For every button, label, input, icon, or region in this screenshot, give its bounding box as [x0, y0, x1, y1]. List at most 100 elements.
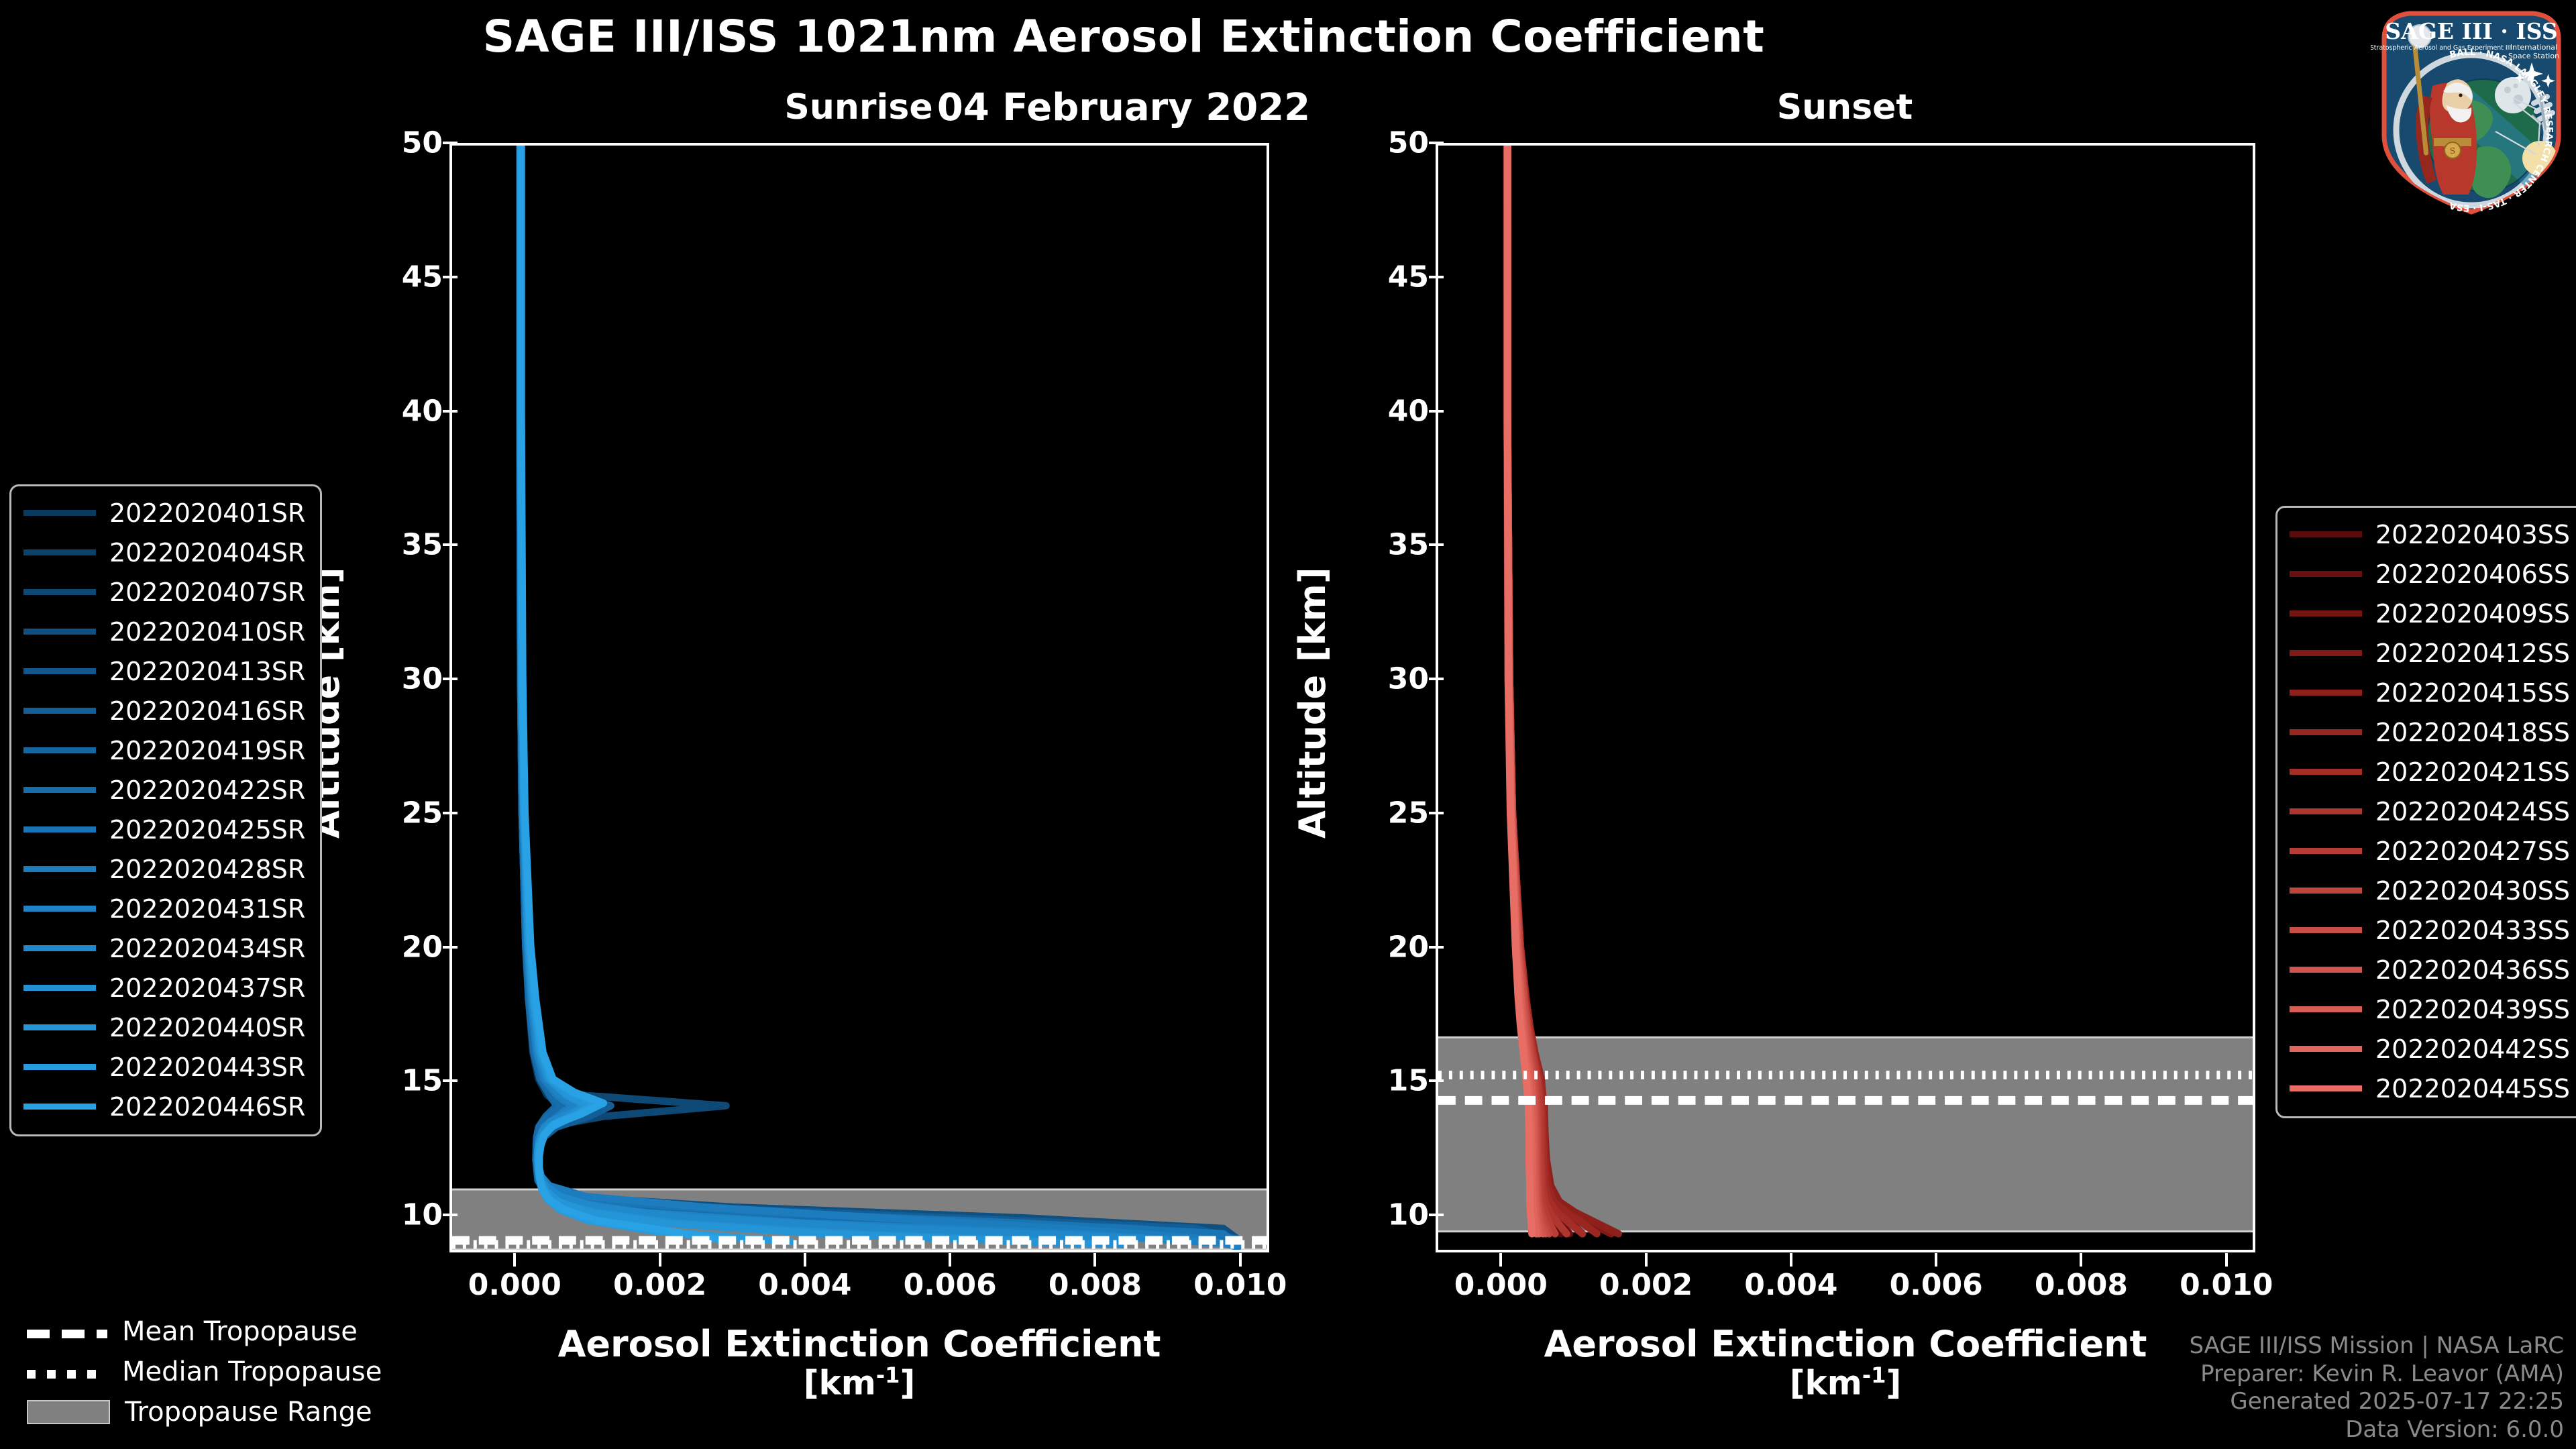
- page-title: SAGE III/ISS 1021nm Aerosol Extinction C…: [482, 11, 1765, 62]
- logo-subtitle-left: Stratospheric Aerosol and Gas Experiment…: [2371, 44, 2511, 52]
- plot-area-sunrise: [452, 146, 1267, 1250]
- y-tick-mark: [1429, 1079, 1444, 1083]
- legend-item-tropopause-range: Tropopause Range: [27, 1392, 402, 1432]
- legend-color-swatch: [23, 787, 96, 793]
- legend-item-label: 2022020409SS: [2375, 598, 2571, 629]
- legend-item[interactable]: 2022020410SR: [23, 612, 308, 651]
- y-tick-mark: [443, 1079, 458, 1083]
- tropopause-range-bottom-edge: [1438, 1230, 2253, 1233]
- legend-item[interactable]: 2022020409SS: [2290, 594, 2574, 633]
- legend-item[interactable]: 2022020430SS: [2290, 871, 2574, 910]
- y-tick-mark: [1429, 409, 1444, 413]
- legend-item[interactable]: 2022020446SR: [23, 1087, 308, 1126]
- y-axis-ticks-sunset: 10 15 20 25 30 35 40 45 50: [1335, 126, 1444, 1252]
- sunset-panel-title: Sunset: [1776, 87, 1913, 127]
- y-tick-label: 10: [401, 1197, 443, 1232]
- legend-item[interactable]: 2022020415SS: [2290, 673, 2574, 712]
- legend-item[interactable]: 2022020406SS: [2290, 554, 2574, 594]
- legend-item[interactable]: 2022020421SS: [2290, 752, 2574, 792]
- legend-color-swatch: [23, 549, 96, 555]
- legend-item[interactable]: 2022020439SS: [2290, 989, 2574, 1029]
- legend-item[interactable]: 2022020443SR: [23, 1047, 308, 1087]
- legend-item[interactable]: 2022020403SS: [2290, 515, 2574, 554]
- legend-item[interactable]: 2022020433SS: [2290, 910, 2574, 950]
- x-tick-label: 0.008: [2034, 1268, 2129, 1302]
- legend-item-label: 2022020403SS: [2375, 519, 2571, 549]
- legend-item[interactable]: 2022020428SR: [23, 849, 308, 889]
- legend-color-swatch: [23, 747, 96, 753]
- dashed-line-icon: [27, 1329, 107, 1338]
- legend-item[interactable]: 2022020422SR: [23, 770, 308, 810]
- tropopause-range-bottom-edge: [452, 1248, 1267, 1250]
- legend-sunrise[interactable]: 2022020401SR 2022020404SR 2022020407SR 2022…: [9, 484, 322, 1136]
- legend-item[interactable]: 2022020445SS: [2290, 1069, 2574, 1108]
- legend-item[interactable]: 2022020431SR: [23, 889, 308, 928]
- legend-item-label: 2022020401SR: [109, 498, 306, 528]
- x-axis-title-text-sunrise: Aerosol Extinction Coefficient: [557, 1323, 1161, 1365]
- legend-item[interactable]: 2022020416SR: [23, 691, 308, 731]
- y-tick-mark: [1429, 678, 1444, 681]
- legend-item[interactable]: 2022020427SS: [2290, 831, 2574, 871]
- legend-item[interactable]: 2022020440SR: [23, 1008, 308, 1047]
- legend-item[interactable]: 2022020401SR: [23, 493, 308, 533]
- legend-item-label: 2022020437SR: [109, 973, 306, 1003]
- x-tick-label: 0.000: [468, 1268, 561, 1302]
- legend-item[interactable]: 2022020413SR: [23, 651, 308, 691]
- legend-item[interactable]: 2022020434SR: [23, 928, 308, 968]
- legend-item-label: 2022020445SS: [2375, 1073, 2571, 1104]
- legend-item-mean-tropopause: Mean Tropopause: [27, 1311, 402, 1352]
- legend-item-label: 2022020430SS: [2375, 875, 2571, 906]
- data-series-line: [517, 146, 1097, 1248]
- y-tick-mark: [443, 142, 458, 144]
- y-tick-mark: [1429, 275, 1444, 278]
- legend-item[interactable]: 2022020419SR: [23, 731, 308, 770]
- data-series-line: [516, 146, 1242, 1250]
- tropopause-range-top-edge: [452, 1188, 1267, 1191]
- legend-item[interactable]: 2022020407SR: [23, 572, 308, 612]
- legend-item-label: 2022020428SR: [109, 854, 306, 884]
- x-tick-mark: [2080, 1253, 2083, 1267]
- legend-sunset[interactable]: 2022020403SS 2022020406SS 2022020409SS 2022…: [2275, 506, 2576, 1118]
- legend-color-swatch: [2290, 690, 2362, 696]
- legend-color-swatch: [23, 668, 96, 674]
- data-series-line: [516, 146, 1242, 1250]
- legend-item[interactable]: 2022020412SS: [2290, 633, 2574, 673]
- y-tick-mark: [1429, 1214, 1444, 1217]
- x-axis-title-sunrise: Aerosol Extinction Coefficient [km-1]: [449, 1323, 1269, 1403]
- data-series-line: [516, 146, 1242, 1250]
- sage-iii-iss-mission-patch-logo: S SAGE III · ISS Stratospheric Aerosol a…: [2370, 4, 2572, 219]
- y-tick-label: 25: [1387, 796, 1429, 830]
- legend-item-label: 2022020404SR: [109, 537, 306, 568]
- legend-color-swatch: [2290, 729, 2362, 735]
- legend-item-label: 2022020418SS: [2375, 717, 2571, 747]
- data-series-line: [517, 146, 1126, 1248]
- legend-item[interactable]: 2022020425SR: [23, 810, 308, 849]
- x-tick-label: 0.002: [613, 1268, 707, 1302]
- x-tick-mark: [1093, 1253, 1097, 1267]
- legend-item[interactable]: 2022020442SS: [2290, 1029, 2574, 1069]
- legend-item-label: 2022020446SR: [109, 1091, 306, 1122]
- legend-label-mean: Mean Tropopause: [122, 1316, 358, 1347]
- legend-color-swatch: [23, 866, 96, 872]
- y-tick-label: 30: [1387, 661, 1429, 696]
- legend-color-swatch: [23, 708, 96, 714]
- legend-item-label: 2022020406SS: [2375, 559, 2571, 589]
- legend-item[interactable]: 2022020424SS: [2290, 792, 2574, 831]
- legend-item-label: 2022020442SS: [2375, 1034, 2571, 1064]
- data-series-line: [517, 146, 1242, 1250]
- x-axis-unit-sunrise: [km-1]: [803, 1362, 916, 1403]
- y-tick-mark: [443, 945, 458, 949]
- legend-item[interactable]: 2022020418SS: [2290, 712, 2574, 752]
- y-tick-mark: [443, 678, 458, 681]
- legend-item[interactable]: 2022020437SR: [23, 968, 308, 1008]
- legend-item[interactable]: 2022020404SR: [23, 533, 308, 572]
- legend-item[interactable]: 2022020436SS: [2290, 950, 2574, 989]
- legend-item-label: 2022020407SR: [109, 577, 306, 607]
- data-series-line: [516, 146, 1242, 1250]
- legend-color-swatch: [2290, 927, 2362, 933]
- y-tick-label: 35: [401, 527, 443, 562]
- legend-item-label: 2022020421SS: [2375, 757, 2571, 787]
- legend-color-swatch: [2290, 610, 2362, 616]
- x-tick-mark: [1644, 1253, 1648, 1267]
- legend-item-label: 2022020413SR: [109, 656, 306, 686]
